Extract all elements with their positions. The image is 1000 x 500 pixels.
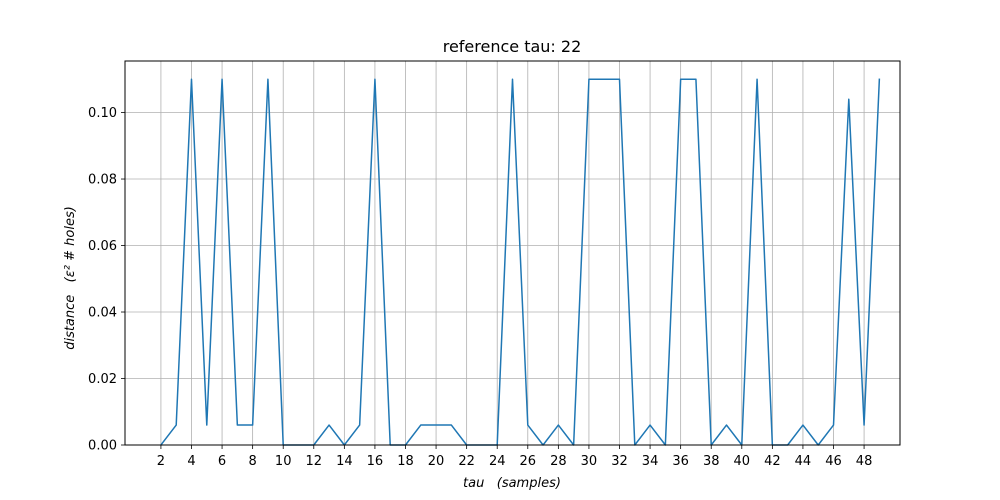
y-tick-label: 0.08 — [88, 173, 117, 188]
x-tick-label: 28 — [550, 454, 567, 469]
x-tick-label: 22 — [458, 454, 475, 469]
y-axis-ticks: 0.00 0.02 0.04 0.06 0.08 0.10 — [88, 106, 125, 454]
x-tick-label: 16 — [367, 454, 384, 469]
y-tick-label: 0.00 — [88, 439, 117, 454]
y-axis-label: distance (ε² # holes) — [63, 206, 78, 350]
x-tick-label: 2 — [157, 454, 165, 469]
x-tick-label: 32 — [611, 454, 628, 469]
x-tick-label: 38 — [703, 454, 720, 469]
x-tick-label: 26 — [520, 454, 537, 469]
x-axis-label: tau (samples) — [463, 476, 561, 491]
x-tick-label: 14 — [336, 454, 353, 469]
y-tick-label: 0.04 — [88, 306, 117, 321]
x-tick-label: 42 — [764, 454, 781, 469]
series-line — [159, 78, 881, 447]
y-tick-label: 0.02 — [88, 372, 117, 387]
x-tick-label: 12 — [306, 454, 323, 469]
x-axis-ticks: 2 4 6 8 10 12 14 16 18 20 22 24 26 28 30 32 34 36 38 40 42 44… — [157, 445, 873, 469]
x-tick-label: 46 — [825, 454, 842, 469]
x-tick-label: 18 — [397, 454, 414, 469]
x-tick-label: 8 — [248, 454, 256, 469]
x-tick-label: 44 — [795, 454, 812, 469]
x-tick-label: 36 — [672, 454, 689, 469]
x-gridlines — [160, 61, 865, 445]
x-tick-label: 4 — [187, 454, 195, 469]
x-tick-label: 40 — [734, 454, 751, 469]
x-tick-label: 30 — [581, 454, 598, 469]
y-tick-label: 0.06 — [88, 239, 117, 254]
plot-frame — [124, 60, 901, 446]
x-tick-label: 10 — [275, 454, 292, 469]
plot-area — [125, 61, 900, 445]
x-tick-label: 48 — [856, 454, 873, 469]
x-tick-label: 34 — [642, 454, 659, 469]
x-tick-label: 20 — [428, 454, 445, 469]
x-tick-label: 24 — [489, 454, 506, 469]
chart-title: reference tau: 22 — [443, 37, 582, 56]
y-tick-label: 0.10 — [88, 106, 117, 121]
x-tick-label: 6 — [218, 454, 226, 469]
